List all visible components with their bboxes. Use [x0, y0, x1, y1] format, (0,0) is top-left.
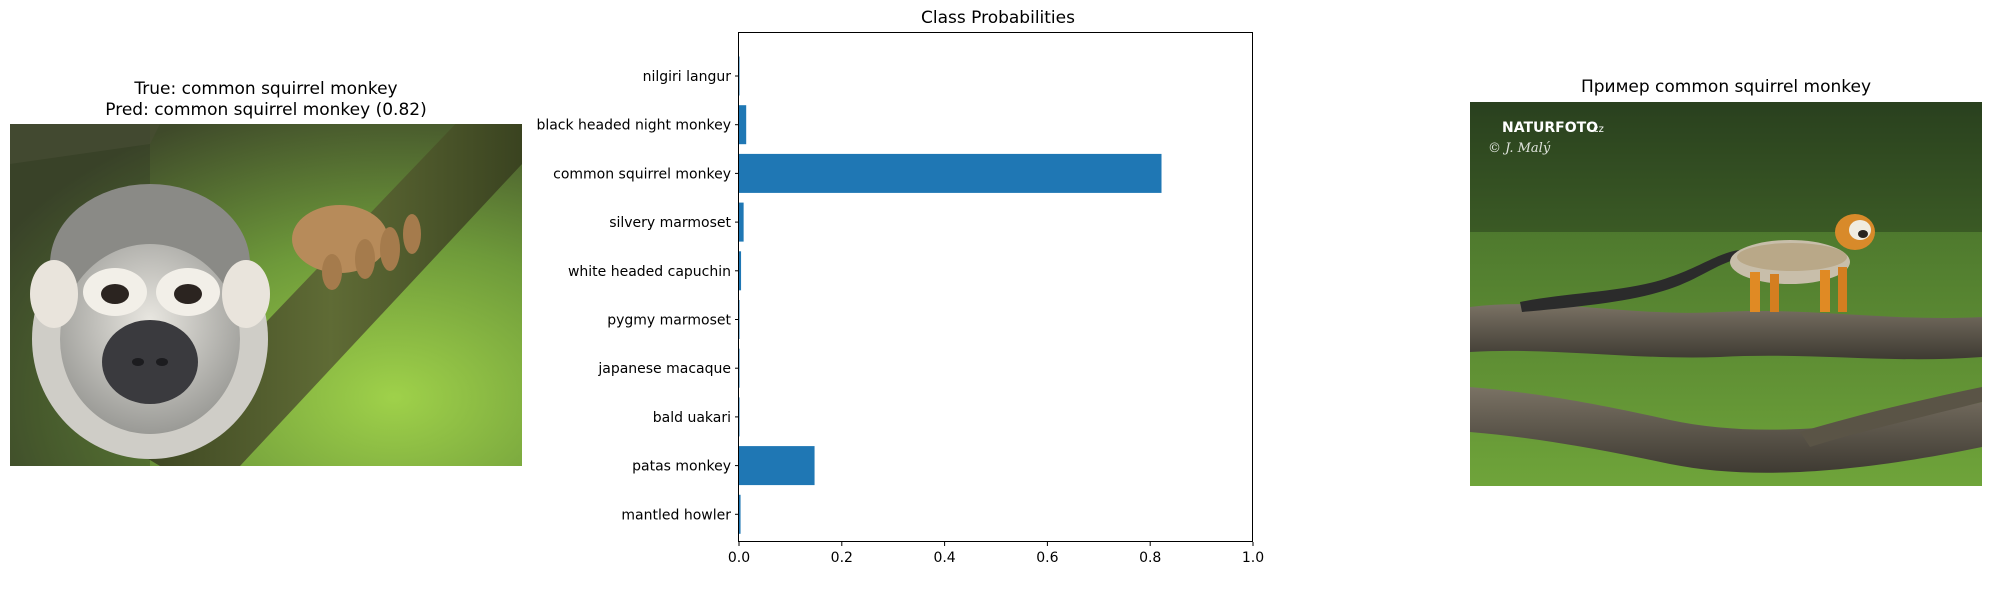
y-tick-label: silvery marmoset: [609, 215, 731, 231]
x-tick-label: 0.6: [1036, 550, 1058, 566]
x-tick-label: 0.0: [728, 550, 750, 566]
bar-mantled-howler: [739, 494, 741, 534]
y-tick-label: japanese macaque: [597, 361, 731, 377]
example-image: NATURFOTO .cz © J. Malý: [1470, 102, 1982, 486]
bar-silvery-marmoset: [739, 202, 744, 242]
bar-nilgiri-langur: [739, 56, 740, 96]
bar-japanese-macaque: [739, 348, 740, 388]
bar-white-headed-capuchin: [739, 251, 742, 291]
x-tick-label: 0.8: [1139, 550, 1161, 566]
example-image-title: Пример common squirrel monkey: [1580, 77, 1872, 97]
pred-label-title: Pred: common squirrel monkey (0.82): [105, 100, 427, 120]
bar-common-squirrel-monkey: [739, 153, 1162, 193]
bar-bald-uakari: [739, 397, 740, 437]
y-ticks: nilgiri langur black headed night monkey c…: [536, 69, 739, 523]
x-tick-label: 1.0: [1242, 550, 1264, 566]
y-tick-label: common squirrel monkey: [553, 166, 731, 182]
y-tick-label: nilgiri langur: [643, 69, 732, 85]
x-tick-label: 0.4: [933, 550, 955, 566]
y-tick-label: mantled howler: [621, 507, 731, 523]
bar-pygmy-marmoset: [739, 300, 740, 339]
y-tick-label: pygmy marmoset: [607, 313, 731, 329]
chart-title: Class Probabilities: [921, 8, 1075, 28]
query-image: [10, 124, 522, 466]
bars-layer: [739, 56, 1162, 534]
watermark-author: © J. Malý: [1488, 141, 1551, 156]
y-tick-label: white headed capuchin: [568, 264, 731, 280]
watermark-brand: NATURFOTO: [1502, 120, 1598, 136]
x-tick-label: 0.2: [831, 550, 853, 566]
watermark-domain: .cz: [1590, 124, 1604, 135]
plot-frame: [738, 32, 1253, 542]
true-label-title: True: common squirrel monkey: [134, 79, 398, 99]
bar-patas-monkey: [739, 446, 815, 486]
x-ticks: 0.0 0.2 0.4 0.6 0.8 1.0: [728, 542, 1264, 566]
y-tick-label: bald uakari: [653, 410, 731, 426]
y-tick-label: patas monkey: [632, 459, 731, 475]
y-tick-label: black headed night monkey: [536, 118, 731, 134]
bar-black-headed-night-monkey: [739, 105, 747, 145]
